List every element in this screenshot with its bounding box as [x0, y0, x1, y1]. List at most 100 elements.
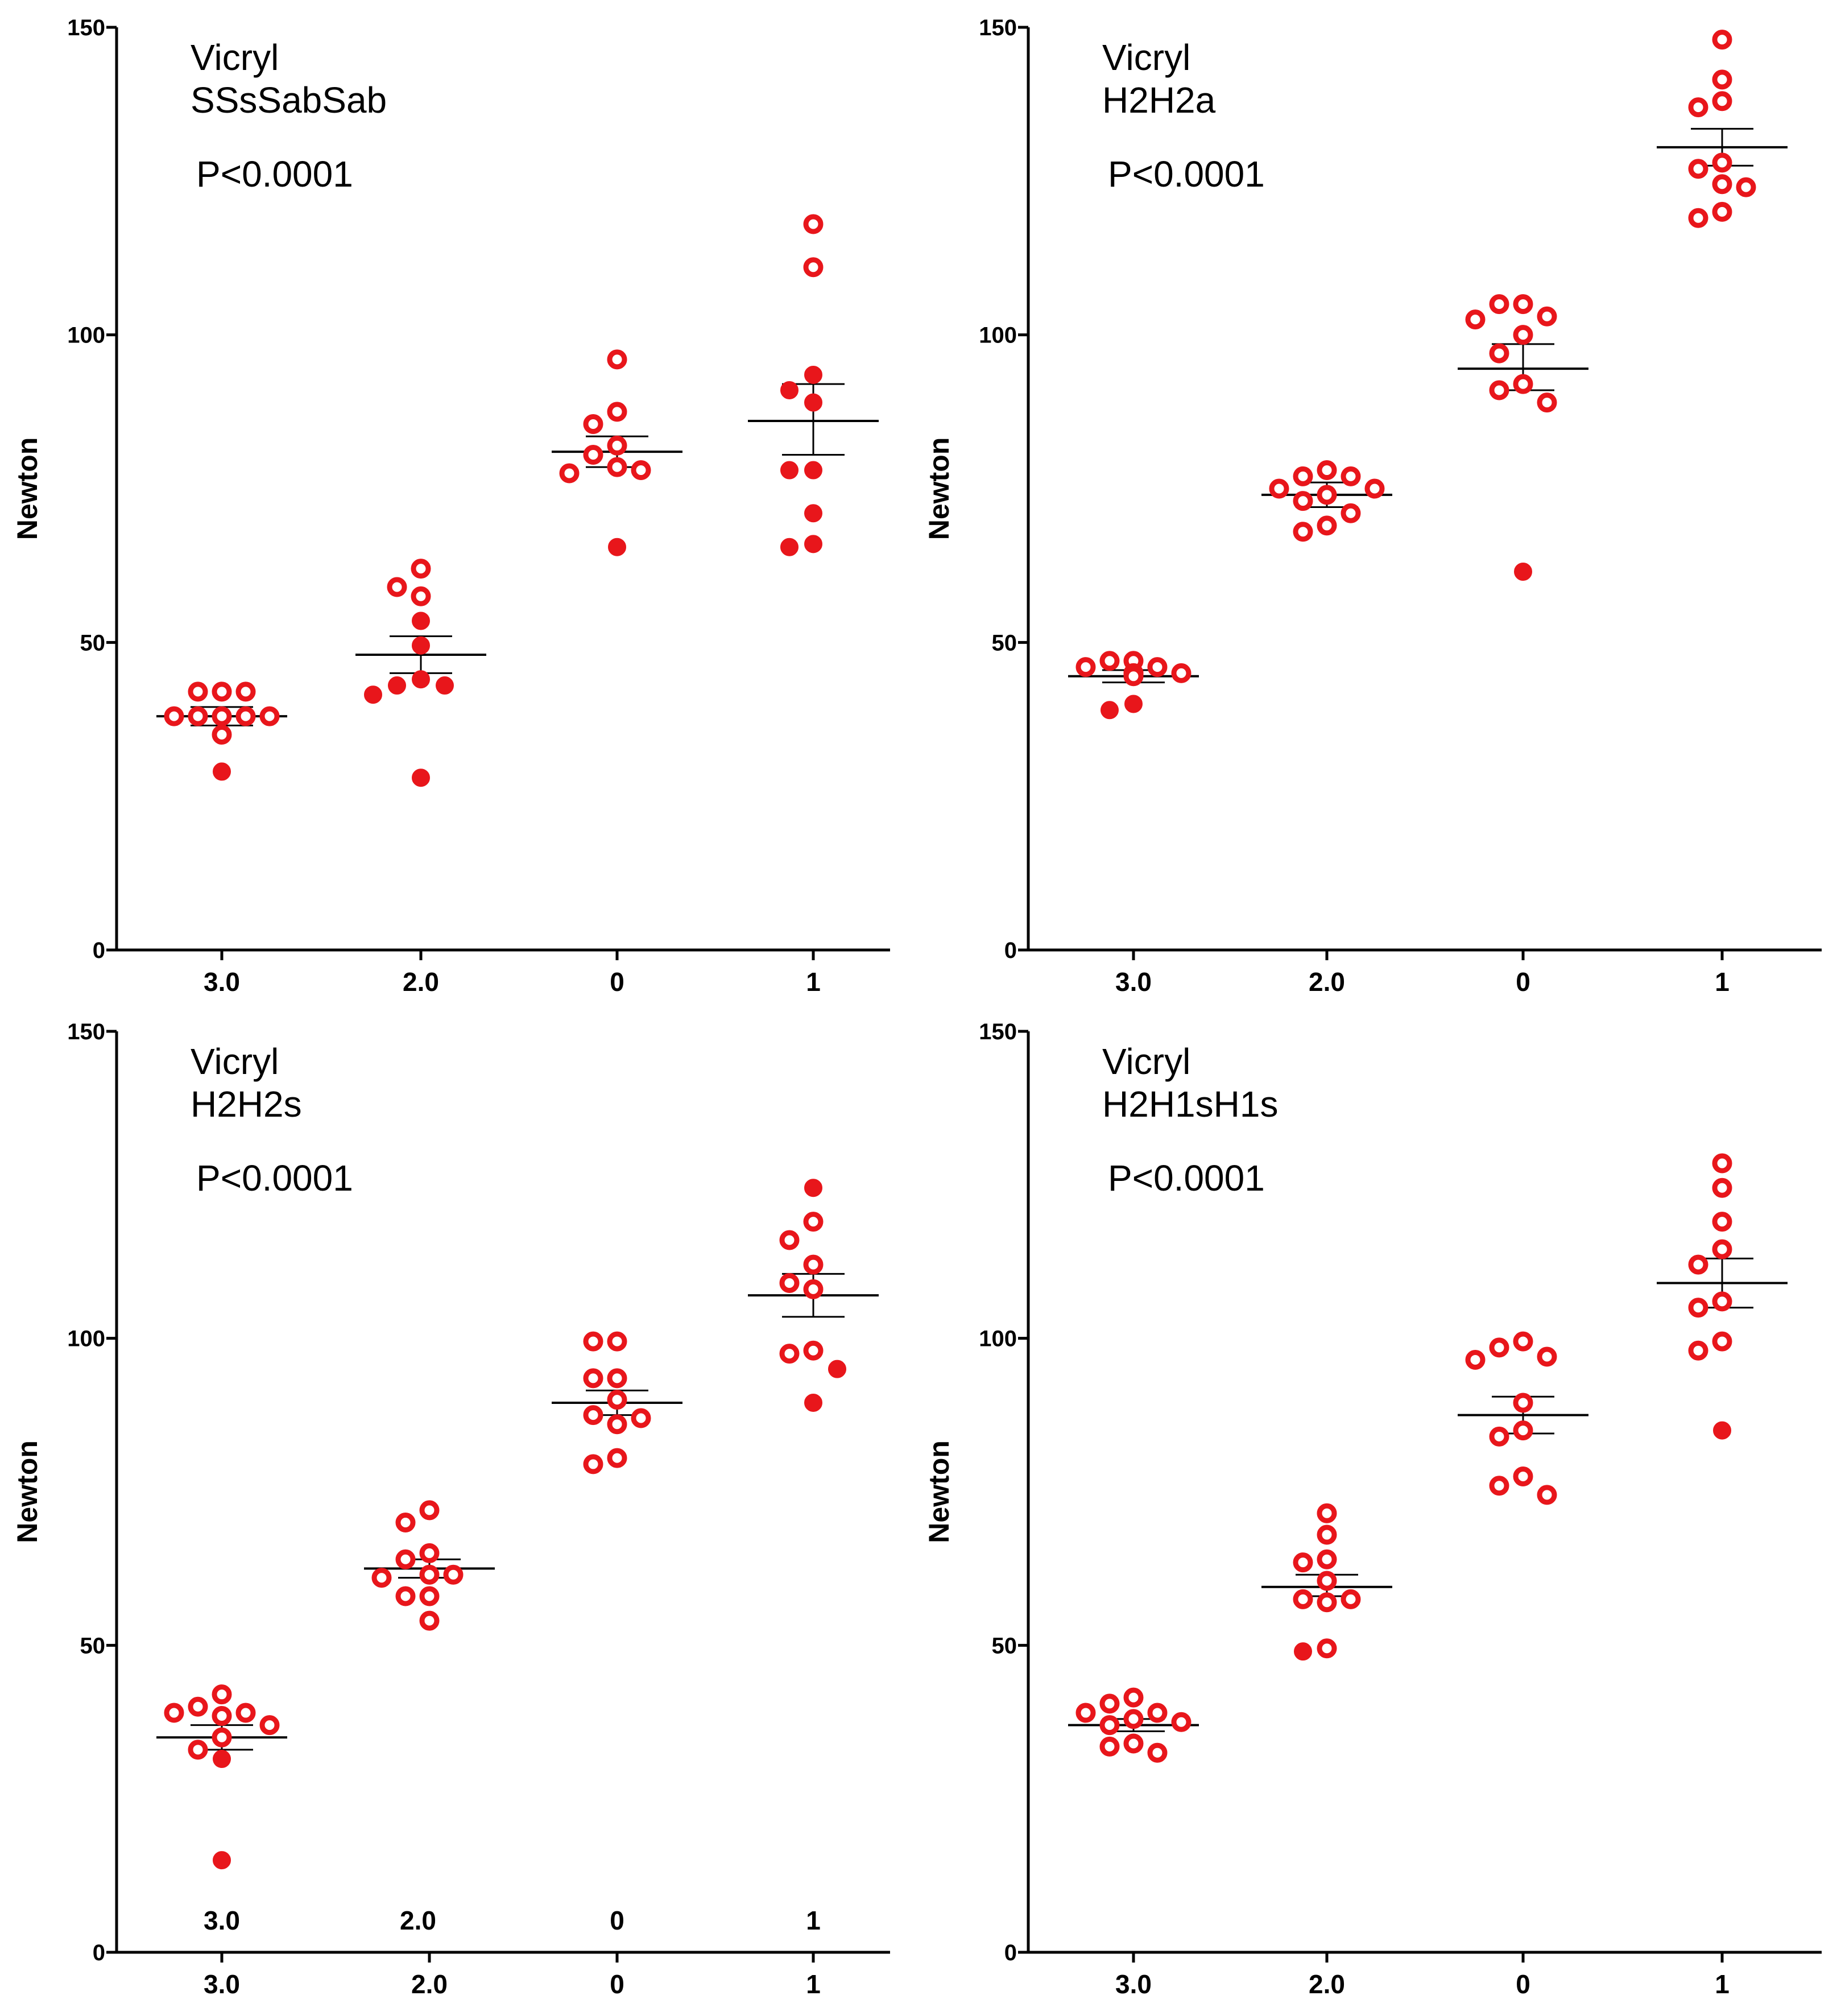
data-point	[1537, 1485, 1557, 1505]
data-point	[583, 414, 603, 434]
p-value-annotation: P<0.0001	[1108, 1158, 1265, 1199]
series-group	[1657, 1153, 1788, 1440]
data-point	[1736, 177, 1756, 197]
data-point	[583, 445, 603, 465]
data-point	[780, 538, 799, 556]
data-point	[188, 681, 208, 702]
data-point	[412, 769, 430, 787]
data-point	[607, 457, 627, 477]
inner-category-label: 1	[806, 1906, 821, 1935]
data-point	[779, 1273, 800, 1294]
data-point	[212, 725, 232, 745]
data-point	[631, 1408, 651, 1428]
data-point	[804, 1393, 822, 1412]
data-point	[779, 1344, 800, 1364]
chart-title: Vicryl	[1102, 37, 1190, 78]
data-point	[1713, 1421, 1731, 1440]
data-point	[387, 577, 407, 597]
y-tick-label: 50	[80, 1633, 106, 1658]
series-group	[156, 681, 287, 781]
data-point	[213, 1750, 231, 1769]
series-group	[364, 1500, 495, 1631]
data-point	[1293, 491, 1313, 511]
data-point	[1101, 701, 1119, 720]
data-point	[188, 1740, 208, 1760]
x-tick-label: 2.0	[1309, 967, 1345, 997]
data-point	[1712, 1291, 1732, 1312]
y-tick-label: 100	[67, 1327, 105, 1352]
data-point	[1489, 1426, 1509, 1447]
data-point	[803, 1212, 824, 1232]
data-point	[259, 1715, 280, 1736]
y-tick-label: 0	[93, 1940, 105, 1965]
data-point	[803, 1279, 824, 1299]
y-tick-label: 0	[1004, 938, 1017, 963]
data-point	[1688, 208, 1708, 228]
data-point	[1513, 374, 1533, 394]
x-tick-label: 3.0	[204, 1969, 240, 1999]
data-point	[1513, 325, 1533, 345]
x-tick-label: 2.0	[411, 1969, 448, 1999]
data-point	[1293, 1552, 1313, 1573]
data-point	[1465, 1349, 1486, 1370]
data-point	[608, 538, 626, 556]
data-point	[780, 461, 799, 480]
data-point	[1712, 69, 1732, 90]
series-group	[1657, 30, 1788, 228]
data-point	[804, 393, 822, 412]
series-group	[1068, 651, 1199, 720]
data-point	[607, 1368, 627, 1389]
p-value-annotation: P<0.0001	[196, 154, 353, 195]
data-point	[1513, 1393, 1533, 1413]
x-tick-label: 2.0	[403, 967, 439, 997]
chart-subtitle: H2H2a	[1102, 80, 1216, 121]
data-point	[213, 762, 231, 781]
data-point	[804, 504, 822, 523]
y-tick-label: 100	[979, 323, 1017, 348]
y-tick-label: 50	[80, 630, 106, 655]
data-point	[1317, 1638, 1337, 1659]
data-point	[1712, 1239, 1732, 1259]
data-point	[1317, 460, 1337, 481]
data-point	[1123, 1733, 1144, 1754]
data-point	[212, 681, 232, 702]
x-tick-label: 1	[1715, 1969, 1730, 1999]
data-point	[1489, 294, 1509, 315]
data-point	[436, 676, 454, 695]
data-point	[212, 1684, 232, 1705]
x-tick-label: 0	[610, 1969, 624, 1999]
data-point	[1099, 1715, 1120, 1736]
series-group	[552, 1331, 682, 1474]
series-group	[1458, 1331, 1588, 1505]
data-point	[1537, 393, 1557, 413]
data-point	[1712, 1153, 1732, 1174]
data-point	[804, 365, 822, 384]
x-tick-label: 3.0	[204, 967, 240, 997]
data-point	[1688, 1254, 1708, 1275]
data-point	[1341, 1589, 1361, 1609]
data-point	[1688, 1340, 1708, 1361]
data-point	[803, 1340, 824, 1361]
data-point	[419, 1610, 440, 1631]
data-point	[1317, 1503, 1337, 1523]
data-point	[412, 612, 430, 630]
x-tick-label: 1	[806, 967, 821, 997]
data-point	[583, 1368, 603, 1389]
data-point	[607, 1331, 627, 1352]
data-point	[419, 1564, 440, 1585]
chart-subtitle: SSsSabSab	[191, 80, 387, 121]
data-point	[412, 636, 430, 655]
data-point	[1099, 1693, 1120, 1714]
y-tick-label: 150	[979, 15, 1017, 40]
inner-category-label: 2.0	[400, 1906, 436, 1935]
chart-title: Vicryl	[191, 37, 279, 78]
data-point	[213, 1851, 231, 1870]
series-group	[1458, 294, 1588, 581]
data-point	[1364, 478, 1385, 499]
data-point	[1537, 306, 1557, 327]
data-point	[1489, 1476, 1509, 1496]
data-point	[1317, 1525, 1337, 1545]
series-group	[355, 559, 486, 787]
data-point	[1513, 1331, 1533, 1352]
